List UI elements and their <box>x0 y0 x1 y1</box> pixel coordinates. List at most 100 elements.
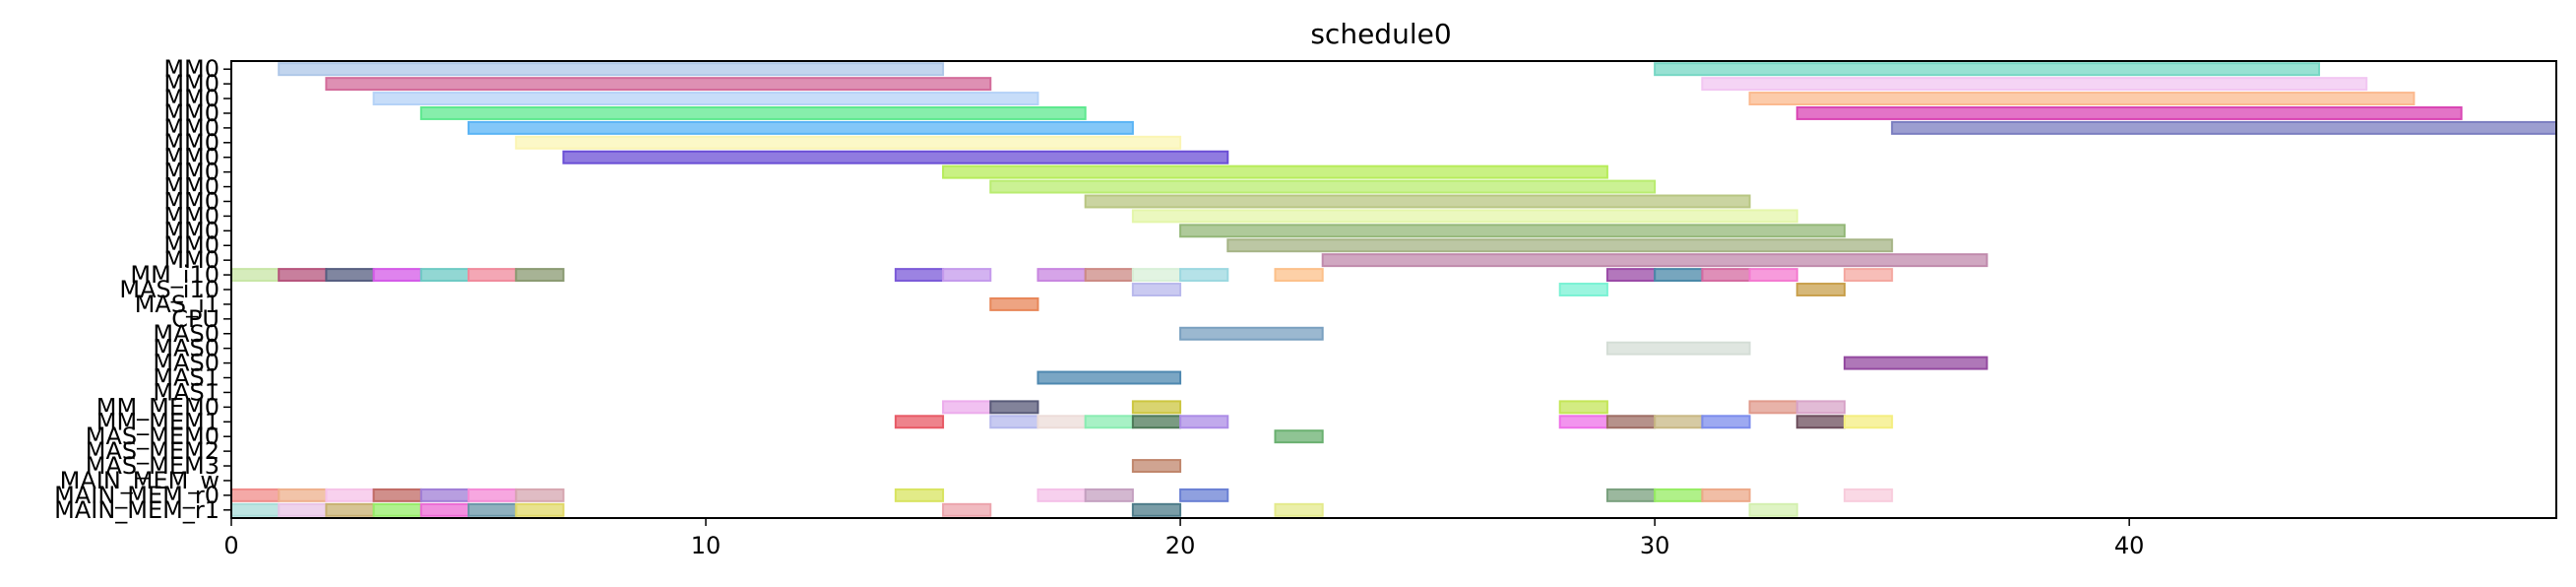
task-bar <box>230 268 281 283</box>
x-axis: 0 10 20 30 40 <box>223 518 2144 559</box>
task-bar <box>1131 283 1182 296</box>
task-bar <box>942 400 992 415</box>
y-tick-label: MM0 <box>163 114 220 142</box>
y-tick-label: MM0 <box>163 159 220 186</box>
task-bar <box>1748 502 1798 517</box>
task-bar <box>1654 488 1704 502</box>
task-bar <box>325 77 992 92</box>
task-bar <box>468 502 518 517</box>
task-bar <box>1037 370 1182 385</box>
y-tick-label: MM0 <box>163 144 220 171</box>
task-bar <box>372 268 422 283</box>
task-bar <box>989 400 1039 415</box>
x-tick-label: 10 <box>691 532 722 559</box>
task-bar <box>1131 268 1182 283</box>
task-bar <box>1558 283 1608 296</box>
x-tick-label: 20 <box>1165 532 1196 559</box>
task-bar <box>942 502 992 517</box>
task-bar <box>1131 459 1182 474</box>
task-bar <box>278 502 328 517</box>
task-bar <box>942 164 1608 179</box>
task-bar <box>1795 105 2463 120</box>
y-tick-label: MAS0 <box>153 335 220 362</box>
y-tick-label: MAS_MEM2 <box>86 437 220 465</box>
y-tick-label: MM0 <box>163 70 220 98</box>
task-bar <box>278 268 328 283</box>
task-bar <box>1179 268 1229 283</box>
task-bar <box>1843 488 1894 502</box>
task-bar <box>989 415 1039 429</box>
task-bar <box>1701 415 1751 429</box>
task-bar <box>1037 268 1087 283</box>
task-bar <box>419 502 471 517</box>
task-bar <box>562 150 1229 164</box>
y-tick-label: MM_i10 <box>130 261 220 289</box>
task-bar <box>1274 502 1324 517</box>
task-bar <box>372 92 1039 106</box>
y-tick-label: MAS0 <box>153 320 220 348</box>
task-bar <box>1748 400 1798 415</box>
task-bar <box>1084 415 1134 429</box>
task-bar <box>1795 283 1846 296</box>
task-bar <box>278 488 328 502</box>
task-bar <box>1748 268 1798 283</box>
task-bar <box>515 135 1182 150</box>
task-bar <box>1226 238 1894 253</box>
task-bar <box>1037 415 1087 429</box>
bars-layer <box>230 62 2557 517</box>
y-tick-label: MAS1 <box>153 364 220 392</box>
task-bar <box>325 488 375 502</box>
task-bar <box>515 502 565 517</box>
task-bar <box>894 415 945 429</box>
task-bar <box>1274 268 1324 283</box>
task-bar <box>1748 92 2416 106</box>
task-bar <box>1701 77 2368 92</box>
task-bar <box>230 502 281 517</box>
y-tick-label: MAS_MEM0 <box>86 423 220 450</box>
task-bar <box>1654 415 1704 429</box>
task-bar <box>372 502 422 517</box>
task-bar <box>419 105 1087 120</box>
y-tick-label: MM0 <box>163 187 220 215</box>
task-bar <box>468 488 518 502</box>
y-tick-label: MM0 <box>163 129 220 157</box>
task-bar <box>1131 415 1182 429</box>
task-bar <box>1795 415 1846 429</box>
y-tick-label: MM0 <box>163 55 220 83</box>
task-bar <box>1179 415 1229 429</box>
x-tick-label: 40 <box>2114 532 2145 559</box>
task-bar <box>1654 62 2320 77</box>
x-tick-label: 0 <box>223 532 238 559</box>
task-bar <box>230 488 281 502</box>
y-tick-label: MM_MEM1 <box>96 408 220 435</box>
task-bar <box>1701 488 1751 502</box>
task-bar <box>1605 488 1657 502</box>
y-tick-label: MM0 <box>163 231 220 259</box>
task-bar <box>1605 268 1657 283</box>
x-tick-label: 30 <box>1640 532 1670 559</box>
y-tick-label: MAS_MEM3 <box>86 452 220 480</box>
task-bar <box>1891 120 2557 135</box>
task-bar <box>515 268 565 283</box>
task-bar <box>1321 253 1988 268</box>
task-bar <box>468 268 518 283</box>
task-bar <box>1084 268 1134 283</box>
y-tick-label: MM0 <box>163 202 220 229</box>
y-tick-label: MM0 <box>163 99 220 127</box>
task-bar <box>1084 488 1134 502</box>
task-bar <box>1084 194 1751 209</box>
chart-title: schedule0 <box>1310 18 1451 50</box>
task-bar <box>1605 341 1751 356</box>
y-tick-label: MAS_i1 <box>135 291 220 318</box>
task-bar <box>1037 488 1087 502</box>
task-bar <box>1179 488 1229 502</box>
task-bar <box>1131 400 1182 415</box>
task-bar <box>1558 400 1608 415</box>
task-bar <box>1274 429 1324 444</box>
y-tick-label: MAIN_MEM_w <box>60 467 220 494</box>
task-bar <box>419 488 471 502</box>
task-bar <box>325 268 375 283</box>
y-tick-label: MAS1 <box>153 378 220 406</box>
task-bar <box>468 120 1134 135</box>
